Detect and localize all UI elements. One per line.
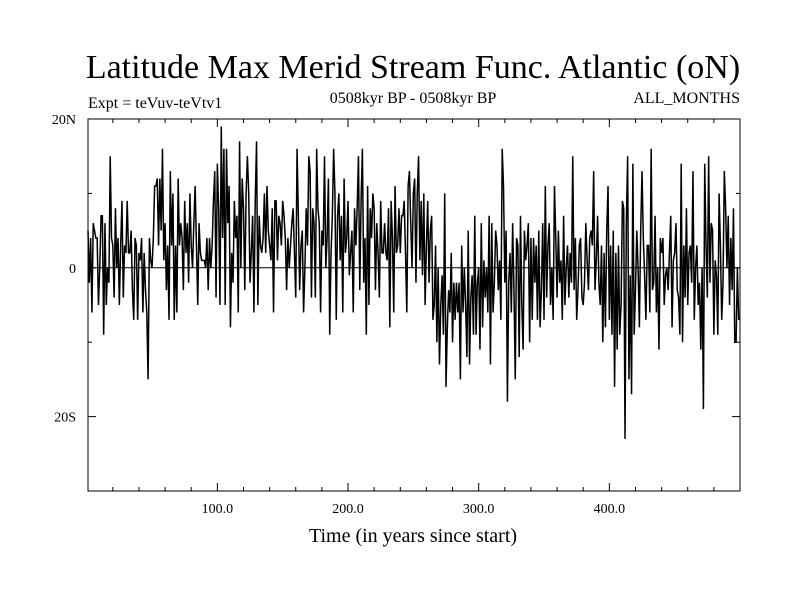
x-tick-label: 200.0 <box>332 502 364 517</box>
months-subtitle: ALL_MONTHS <box>633 90 740 107</box>
series-line <box>87 126 740 439</box>
x-tick-label: 300.0 <box>463 502 495 517</box>
tick-labels: 100.0 200.0 300.0 400.0 20N 0 20S <box>52 113 625 517</box>
plot-frame <box>87 118 741 492</box>
y-tick-label: 20N <box>52 113 76 128</box>
y-tick-label: 0 <box>69 262 76 277</box>
plot-region <box>87 126 740 439</box>
tick-marks <box>88 118 740 491</box>
chart-title: Latitude Max Merid Stream Func. Atlantic… <box>86 49 740 86</box>
x-axis-label: Time (in years since start) <box>309 525 517 547</box>
y-tick-label: 20S <box>54 411 76 426</box>
x-tick-label: 400.0 <box>594 502 626 517</box>
experiment-subtitle: Expt = teVuv-teVtv1 <box>88 95 222 112</box>
x-tick-label: 100.0 <box>202 502 234 517</box>
period-subtitle: 0508kyr BP - 0508kyr BP <box>330 90 497 107</box>
